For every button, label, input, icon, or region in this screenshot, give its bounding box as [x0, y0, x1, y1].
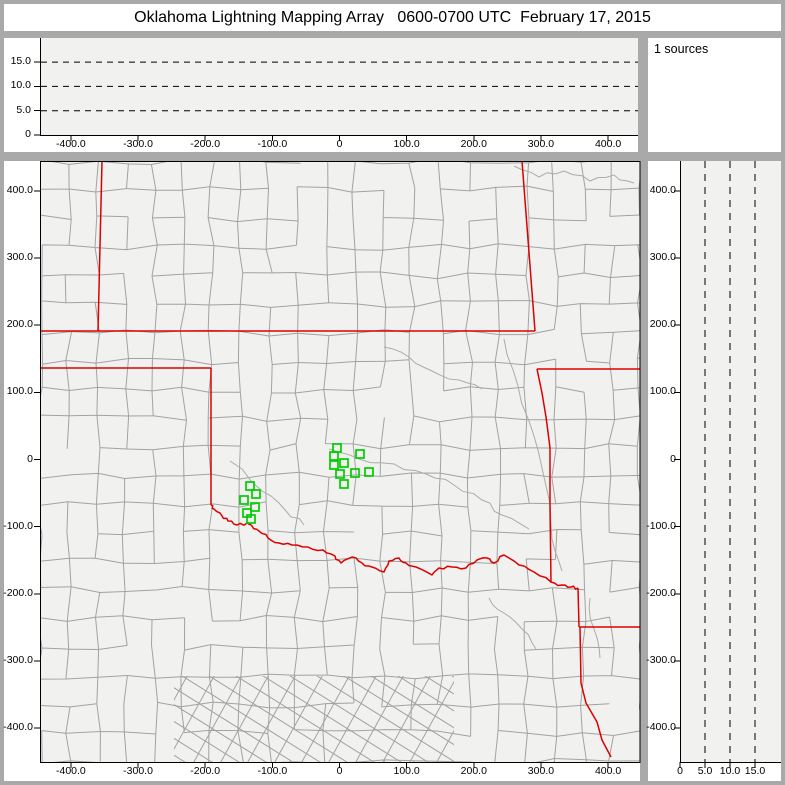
lma-station-marker	[339, 458, 349, 468]
lma-station-marker	[246, 514, 256, 524]
plan-view-plot-area[interactable]	[34, 161, 646, 781]
map-y-tick-label: 0	[27, 452, 33, 465]
alt-ew-x-tick-label: -200.0	[190, 138, 221, 150]
map-x-tick-label: 0	[336, 765, 343, 777]
map-x-tick-label: 200.0	[460, 765, 487, 777]
alt-ew-plot-area[interactable]	[34, 38, 640, 152]
alt-ew-x-tick-label: 400.0	[594, 138, 622, 150]
map-x-tick-label: -300.0	[123, 765, 153, 777]
alt-ew-x-tick-label: 100.0	[393, 138, 420, 150]
window-title: Oklahoma Lightning Mapping Array 0600-07…	[134, 8, 651, 26]
alt-ns-y-tick-label: 100.0	[649, 385, 676, 398]
alt-ew-x-tick-label: 200.0	[460, 138, 487, 150]
alt-ew-x-tick-label: -300.0	[123, 138, 153, 150]
map-x-tick-label: 300.0	[527, 765, 555, 777]
alt-ns-y-tick-label: 200.0	[649, 318, 676, 331]
lma-station-marker	[339, 479, 349, 489]
lma-station-marker	[329, 460, 339, 470]
state-border-red	[536, 368, 552, 583]
map-x-tick-label: -200.0	[190, 765, 221, 777]
alt-ns-x-tick-label: 10.0	[719, 765, 741, 777]
lma-station-marker	[245, 481, 255, 491]
title-bar: Oklahoma Lightning Mapping Array 0600-07…	[4, 4, 781, 31]
map-y-tick-label: -300.0	[3, 653, 33, 666]
alt-ew-x-tick-label: -400.0	[56, 138, 86, 150]
alt-ns-y-tick-label: -200.0	[646, 586, 676, 599]
state-border-red	[210, 504, 579, 590]
map-y-tick-label: 200.0	[6, 318, 33, 331]
lma-station-marker	[355, 449, 365, 459]
alt-ns-plot-area[interactable]	[674, 161, 785, 781]
map-y-tick-label: -100.0	[3, 519, 33, 532]
alt-ns-y-tick-label: 400.0	[649, 183, 676, 196]
alt-ew-x-tick-label: 0	[336, 138, 343, 150]
state-border-red	[97, 161, 103, 332]
alt-ns-x-tick-label: 15.0	[744, 765, 766, 777]
sources-count-label: 1 sources	[654, 42, 709, 56]
map-x-tick-label: -400.0	[56, 765, 86, 777]
map-x-tick-label: -100.0	[257, 765, 288, 777]
alt-ns-y-tick-label: -400.0	[646, 721, 676, 734]
state-border-red	[521, 161, 536, 332]
map-y-tick-label: 300.0	[6, 251, 33, 264]
state-border-red	[579, 626, 612, 758]
lma-station-marker	[335, 469, 345, 479]
alt-ns-x-tick-label: 0	[677, 765, 683, 777]
alt-ns-y-tick-label: -100.0	[646, 519, 676, 532]
alt-ns-y-tick-label: 0	[670, 452, 676, 465]
map-y-tick-label: 400.0	[6, 183, 33, 196]
alt-ns-x-tick-label: 5.0	[697, 765, 713, 777]
map-x-tick-label: 100.0	[393, 765, 420, 777]
lma-station-marker	[239, 495, 249, 505]
alt-ew-x-tick-label: -100.0	[257, 138, 288, 150]
map-y-tick-label: 100.0	[6, 385, 33, 398]
map-y-tick-label: -400.0	[3, 721, 33, 734]
alt-ew-x-tick-label: 300.0	[527, 138, 555, 150]
lma-station-marker	[329, 451, 339, 461]
sources-panel	[648, 38, 781, 152]
lma-station-marker	[364, 467, 374, 477]
map-y-tick-label: -200.0	[3, 586, 33, 599]
alt-ns-y-tick-label: -300.0	[646, 653, 676, 666]
alt-ew-y-tick-label: 15.0	[10, 55, 31, 68]
lma-station-markers	[239, 443, 374, 524]
lma-station-marker	[350, 468, 360, 478]
alt-ns-y-tick-label: 300.0	[649, 251, 676, 264]
lma-station-marker	[250, 502, 260, 512]
lma-station-marker	[251, 489, 261, 499]
state-border-red	[577, 587, 580, 628]
alt-ew-y-tick-label: 5.0	[16, 103, 31, 116]
map-x-tick-label: 400.0	[594, 765, 622, 777]
alt-ew-y-tick-label: 0	[25, 128, 31, 140]
alt-ew-y-tick-label: 10.0	[10, 79, 31, 92]
